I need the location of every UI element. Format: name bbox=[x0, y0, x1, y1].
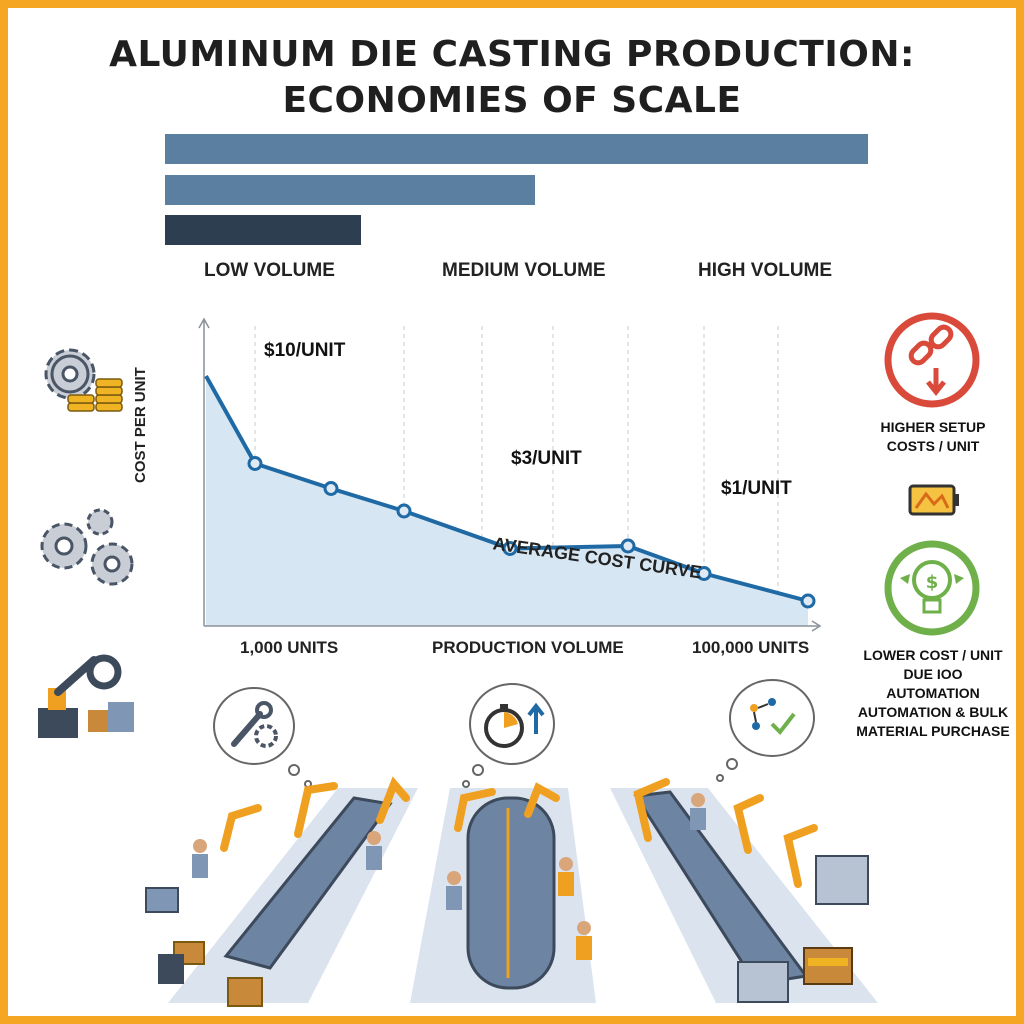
bubble-low bbox=[213, 687, 312, 788]
stopwatch-icon bbox=[484, 702, 545, 748]
materials bbox=[145, 855, 869, 1007]
volume-bar-3 bbox=[165, 215, 361, 245]
data-label-1: $1/UNIT bbox=[721, 478, 792, 499]
note-lower-cost: LOWER COST / UNIT DUE IOO AUTOMATION AUT… bbox=[856, 646, 1010, 741]
workers bbox=[192, 793, 706, 960]
conveyor-low bbox=[223, 796, 393, 970]
cost-curve-line bbox=[204, 375, 809, 603]
infographic-frame: ALUMINUM DIE CASTING PRODUCTION: ECONOMI… bbox=[8, 8, 1016, 1016]
cost-curve-chart bbox=[198, 317, 822, 632]
note-higher-setup: HIGHER SETUP COSTS / UNIT bbox=[868, 418, 998, 456]
note-lower-cost-line-4: MATERIAL PURCHASE bbox=[856, 723, 1010, 739]
robot-arm-wrench-icon bbox=[38, 654, 134, 738]
wrench-gear-icon bbox=[231, 701, 278, 748]
svg-text:$: $ bbox=[926, 572, 939, 593]
bubble-medium bbox=[462, 683, 555, 788]
volume-bar-1 bbox=[165, 134, 868, 164]
note-higher-setup-line-1: HIGHER SETUP bbox=[880, 419, 986, 435]
gears-icon bbox=[40, 508, 134, 586]
title-line-1: ALUMINUM DIE CASTING PRODUCTION: bbox=[109, 34, 915, 75]
cost-curve-points bbox=[247, 456, 816, 609]
data-label-10: $10/UNIT bbox=[264, 340, 346, 361]
battery-icon bbox=[908, 484, 959, 516]
page-title: ALUMINUM DIE CASTING PRODUCTION: ECONOMI… bbox=[8, 32, 1016, 124]
broken-chain-icon bbox=[884, 312, 980, 408]
title-line-2: ECONOMIES OF SCALE bbox=[282, 80, 742, 121]
lightbulb-dollar-icon: $ bbox=[884, 540, 980, 636]
cost-curve-area bbox=[206, 376, 808, 626]
x-axis-label: PRODUCTION VOLUME bbox=[432, 638, 624, 657]
cost-point-7 bbox=[800, 593, 816, 609]
volume-label-low: LOW VOLUME bbox=[204, 260, 335, 281]
right-icons: $ bbox=[884, 312, 980, 636]
cost-point-5 bbox=[620, 538, 636, 554]
cost-point-2 bbox=[323, 481, 339, 496]
data-label-3: $3/UNIT bbox=[511, 448, 582, 469]
note-lower-cost-line-2: DUE IOO AUTOMATION bbox=[886, 666, 980, 701]
robot-arms bbox=[220, 776, 818, 888]
chart-axes bbox=[198, 317, 822, 632]
x-tick-label-1000: 1,000 UNITS bbox=[240, 638, 339, 657]
volume-bars bbox=[165, 134, 868, 245]
flowchart-check-icon bbox=[750, 698, 796, 736]
cost-point-6 bbox=[696, 566, 712, 581]
volume-label-high: HIGH VOLUME bbox=[698, 260, 833, 281]
conveyor-medium bbox=[466, 796, 556, 990]
note-higher-setup-line-2: COSTS / UNIT bbox=[886, 438, 980, 454]
cost-point-3 bbox=[396, 503, 412, 519]
gears-coins-icon bbox=[44, 348, 123, 412]
volume-label-medium: MEDIUM VOLUME bbox=[442, 260, 606, 281]
left-icons bbox=[38, 348, 134, 738]
factory-illustration bbox=[145, 679, 878, 1007]
bubble-high bbox=[716, 679, 815, 782]
volume-bar-2 bbox=[165, 175, 535, 205]
note-lower-cost-line-1: LOWER COST / UNIT bbox=[863, 647, 1003, 663]
cost-point-1 bbox=[247, 456, 263, 471]
x-tick-label-100000: 100,000 UNITS bbox=[692, 638, 810, 657]
note-lower-cost-line-3: AUTOMATION & BULK bbox=[857, 704, 1009, 720]
cost-point-4 bbox=[502, 541, 518, 556]
